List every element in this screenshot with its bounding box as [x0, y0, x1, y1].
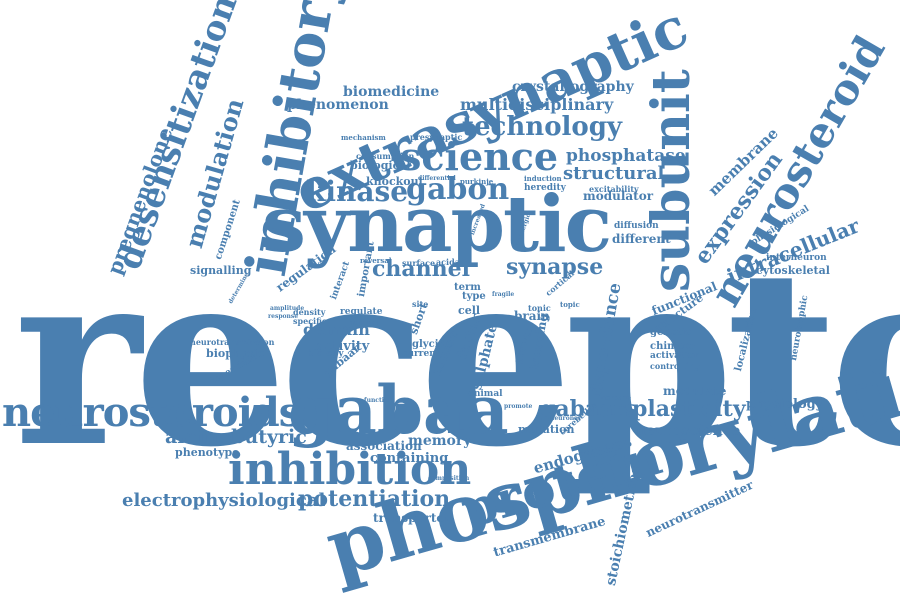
word-phenomenon: phenomenon [287, 97, 389, 113]
word-synapse: synapse [506, 254, 604, 280]
word-promote: promote [504, 403, 533, 410]
word-chimera: chimera [650, 341, 696, 352]
word-inhibition: inhibition [228, 444, 472, 495]
word-domain: domain [303, 320, 370, 339]
word-current: current [402, 349, 440, 359]
word-diffusion: diffusion [614, 221, 659, 231]
word-gabon: gabon [406, 172, 510, 207]
word-controlling: controlling [650, 361, 700, 371]
word-structural: structural [563, 163, 665, 184]
word-biophysic: biophysic [206, 347, 265, 360]
word-aminobutyric: aminobutyric [165, 426, 307, 448]
word-cytoskeletal: cytoskeletal [756, 264, 830, 277]
word-potentiation: potentiation [298, 486, 451, 512]
word-term: term [454, 282, 481, 293]
word-biological: biological [350, 159, 411, 172]
word-signalling: signalling [190, 264, 252, 277]
word-biology: biology [307, 349, 344, 359]
word-genetic: genetic [650, 327, 692, 338]
word-cell: cell [458, 304, 481, 317]
word-function: function [364, 397, 393, 404]
word-neuronal: neuronal [550, 415, 581, 422]
word-heredity: heredity [524, 183, 566, 193]
word-containing: containing [370, 451, 449, 466]
word-acida: acida [436, 257, 460, 267]
word-excitability: excitability [589, 184, 639, 194]
word-association: association [346, 439, 422, 453]
word-brain: brain [514, 309, 550, 323]
word-neurosteroids: neurosteroids [2, 389, 301, 436]
word-activation: activation [650, 351, 701, 361]
word-gabaars: gabaars [540, 396, 638, 422]
word-amplitude: amplitude [270, 305, 305, 312]
word-topic: topic [560, 300, 580, 309]
word-gabaa: gabaa [288, 371, 509, 449]
word-neurotransmission: neurotransmission [190, 337, 275, 347]
word-increase: increase [598, 393, 632, 402]
word-differential: differential [418, 175, 456, 182]
word-transporter: transporter [373, 511, 451, 525]
word-activity: activity [316, 339, 370, 354]
word-surface: surface [402, 258, 436, 268]
word-composition: composition [428, 475, 470, 482]
word-channel: channel [372, 256, 470, 282]
word-synaptic: synaptic [262, 179, 612, 270]
word-biomedicine: biomedicine [343, 84, 440, 100]
word-site: site [412, 299, 429, 309]
word-glycine: glycine [412, 339, 453, 350]
word-modulator: modulator [583, 189, 654, 203]
word-regulate: regulate [340, 307, 383, 317]
word-tonic: tonic [528, 303, 551, 313]
word-density: density [293, 307, 326, 317]
word-technology: technology [462, 112, 623, 142]
word-electrophysiological: electrophysiological [122, 490, 326, 511]
word-modulate: modulate [663, 384, 727, 398]
word-presynaptic: presynaptic [410, 132, 463, 142]
word-animal: animal [468, 389, 503, 399]
word-mechanism: mechanism [341, 133, 386, 142]
word-purkinje: purkinje [460, 177, 494, 186]
word-phosphatase: phosphatase [566, 146, 686, 166]
word-neuron: neuron [348, 317, 381, 327]
word-multidisciplinary: multidisciplinary [460, 95, 614, 114]
word-memory: memory [408, 433, 472, 449]
word-fragile: fragile [492, 291, 515, 298]
word-interneuron: interneuron [766, 253, 827, 263]
word-consumption: consumption [356, 151, 415, 161]
word-different: different [612, 232, 671, 246]
word-crystallography: crystallography [512, 79, 634, 95]
word-neuroscience: neuroscience [636, 423, 741, 439]
word-specific: specific [293, 316, 327, 326]
word-response: response [268, 313, 299, 320]
word-kinase: kinase [306, 175, 409, 208]
word-mutation: mutation [518, 423, 575, 436]
word-receptor: receptor [14, 217, 900, 501]
word-physiology: physiology [746, 397, 824, 412]
word-induction: induction [524, 174, 562, 183]
word-science: science [400, 134, 559, 179]
word-phenotype: phenotype [175, 446, 240, 459]
word-reversal: reversal [360, 256, 392, 265]
word-type: type [462, 291, 486, 302]
word-knockout: knockout [366, 175, 424, 188]
word-plasticity: plasticity [632, 396, 746, 422]
